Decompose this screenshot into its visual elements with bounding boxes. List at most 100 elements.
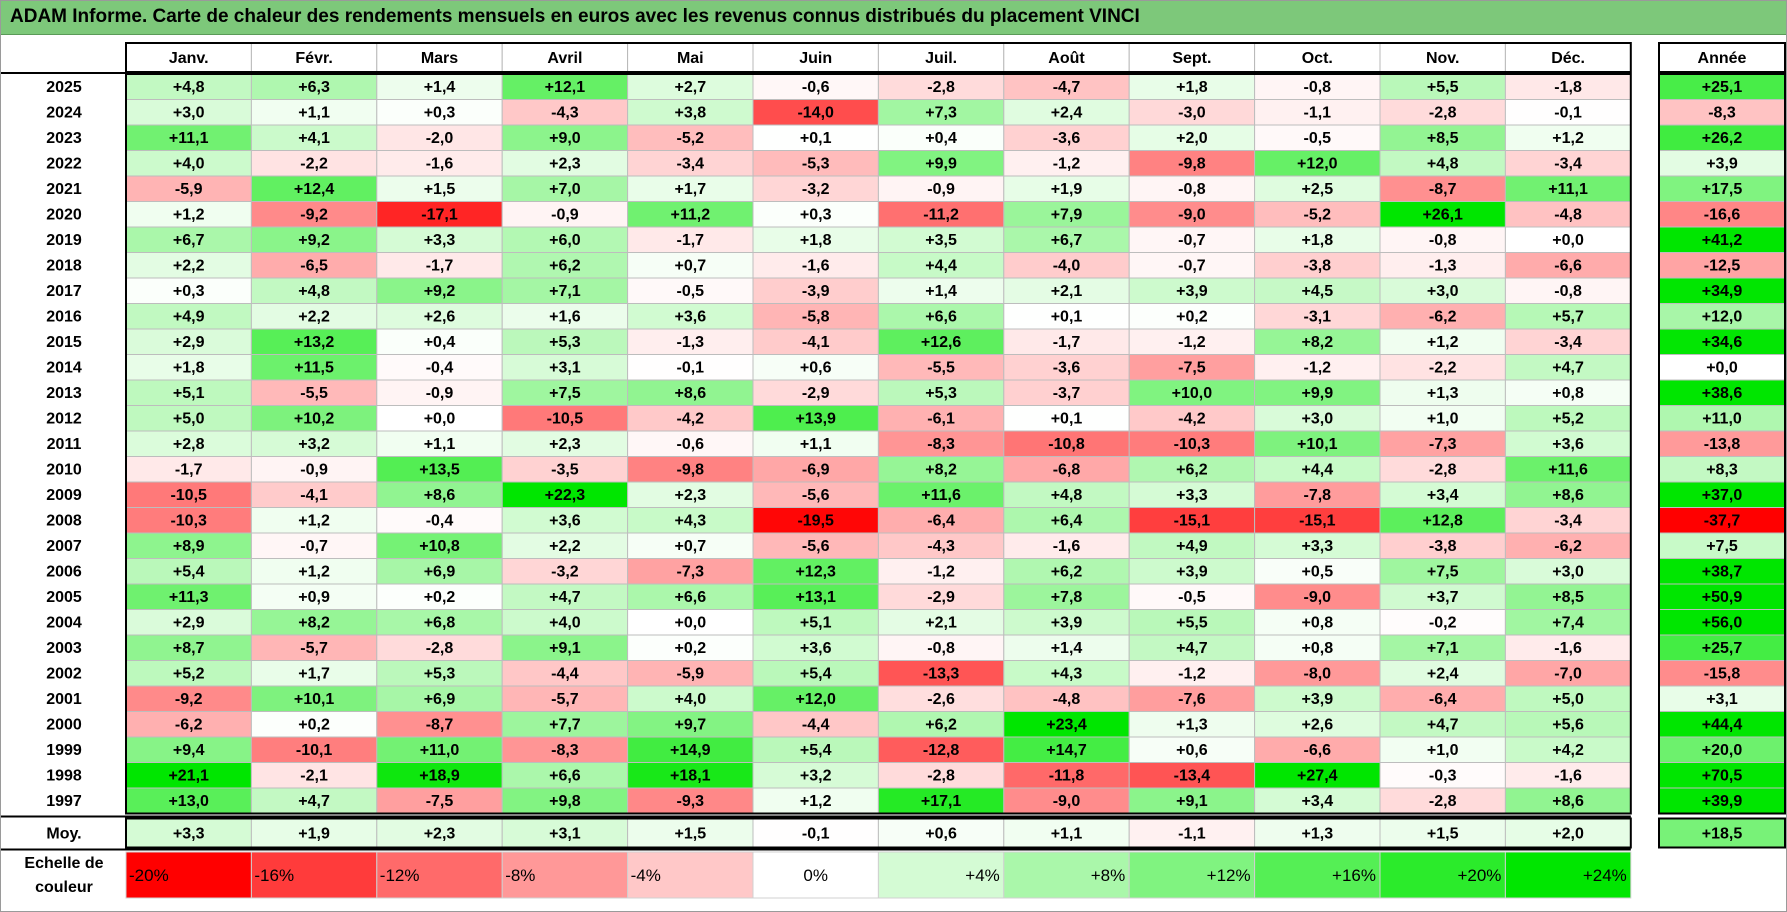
cell-value: -5,5 [300, 385, 328, 402]
cell-value: +1,9 [1051, 181, 1083, 198]
cell-value: +0,9 [298, 589, 330, 606]
annual-value: +70,5 [1702, 768, 1743, 785]
heatmap-cell [250, 711, 378, 738]
cell-value: +1,8 [173, 360, 205, 377]
cell-value: +5,5 [1176, 615, 1208, 632]
heatmap-cell [1128, 277, 1256, 304]
cell-value: +2,9 [173, 334, 205, 351]
heatmap-cell [627, 634, 754, 661]
heatmap-cell [877, 787, 1005, 814]
heatmap-cell [627, 762, 754, 789]
cell-value: +8,5 [1552, 589, 1584, 606]
cell-value: -5,9 [175, 181, 203, 198]
cell-value: +2,1 [1051, 283, 1083, 300]
cell-value: -1,3 [1429, 258, 1457, 275]
cell-value: -3,2 [802, 181, 830, 198]
heatmap-cell [877, 303, 1005, 330]
cell-value: -0,3 [1429, 768, 1457, 785]
heatmap-cell [1003, 405, 1130, 432]
heatmap-cell [125, 175, 252, 202]
heatmap-cell [1379, 99, 1506, 126]
heatmap-cell [376, 660, 503, 687]
cell-value: +6,2 [1051, 564, 1083, 581]
heatmap-cell [1254, 430, 1381, 457]
heatmap-cell [1504, 150, 1632, 177]
cell-value: +23,4 [1046, 717, 1087, 734]
heatmap-cell [627, 660, 754, 687]
heatmap-cell [501, 328, 629, 355]
column-header-label: Déc. [1551, 50, 1585, 67]
column-header-label: Août [1048, 50, 1085, 67]
cell-value: +7,4 [1552, 615, 1584, 632]
cell-value: -10,3 [1174, 436, 1211, 453]
cell-value: -0,7 [1178, 232, 1206, 249]
cell-value: +0,7 [675, 538, 707, 555]
cell-value: +2,4 [1051, 105, 1083, 122]
cell-value: -1,6 [1554, 768, 1582, 785]
heatmap-cell [1504, 481, 1632, 508]
cell-value: +3,6 [675, 309, 707, 326]
cell-value: +7,9 [1051, 207, 1083, 224]
cell-value: +3,3 [1176, 487, 1208, 504]
heatmap-cell [1128, 328, 1256, 355]
heatmap-cell [1003, 736, 1130, 763]
cell-value: -6,2 [1429, 309, 1457, 326]
cell-value: +8,2 [298, 615, 330, 632]
annual-value: +3,1 [1706, 691, 1738, 708]
cell-value: +3,9 [1176, 283, 1208, 300]
annual-border [1658, 73, 1786, 815]
scale-swatch [1379, 851, 1506, 899]
heatmap-cell [1128, 762, 1256, 789]
heatmap-cell [1003, 201, 1130, 228]
cell-value: -0,1 [1554, 105, 1582, 122]
heatmap-cell [627, 609, 754, 636]
heatmap-cell [501, 379, 629, 406]
cell-value: +4,9 [173, 309, 205, 326]
cell-value: -4,4 [551, 666, 579, 683]
cell-value: -3,2 [551, 564, 579, 581]
heatmap-cell [1504, 634, 1632, 661]
heatmap-cell [1128, 430, 1256, 457]
annual-value: +34,9 [1702, 283, 1743, 300]
heatmap-cell [1254, 481, 1381, 508]
heatmap-cell [1003, 456, 1130, 483]
cell-value: -0,5 [1178, 589, 1206, 606]
cell-value: +7,0 [549, 181, 581, 198]
heatmap-cell [1379, 430, 1506, 457]
year-label: 2005 [46, 589, 82, 606]
heatmap-cell [1003, 481, 1130, 508]
column-header-label: Juil. [925, 50, 957, 67]
heatmap-cell [752, 787, 879, 814]
cell-value: +6,6 [925, 309, 957, 326]
year-label: 2017 [46, 283, 82, 300]
heatmap-cell [752, 226, 879, 253]
year-label: 2019 [46, 232, 82, 249]
cell-value: -8,3 [927, 436, 955, 453]
heatmap-cell [501, 736, 629, 763]
heatmap-cell [1003, 150, 1130, 177]
heatmap-cell [752, 736, 879, 763]
year-label: 2013 [46, 385, 82, 402]
heatmap-cell [627, 787, 754, 814]
cell-value: +12,3 [795, 564, 836, 581]
cell-value: -17,1 [421, 207, 458, 224]
annual-cell [1658, 124, 1786, 151]
cell-value: +1,4 [424, 79, 456, 96]
heatmap-cell [1504, 73, 1632, 100]
cell-value: +11,6 [921, 487, 961, 504]
scale-label-line2: couleur [35, 879, 93, 896]
cell-value: -12,8 [923, 742, 960, 759]
heatmap-cell [1003, 99, 1130, 126]
cell-value: -14,0 [797, 105, 834, 122]
cell-value: -2,8 [426, 640, 454, 657]
annual-value: +25,1 [1702, 79, 1743, 96]
heatmap-cell [1254, 762, 1381, 789]
cell-value: +10,1 [1297, 436, 1338, 453]
cell-value: -1,7 [426, 258, 454, 275]
cell-value: -7,5 [426, 793, 454, 810]
scale-label: -16% [254, 866, 294, 885]
cell-value: +4,7 [298, 793, 330, 810]
cell-value: -1,7 [1053, 334, 1081, 351]
cell-value: +13,5 [419, 462, 460, 479]
heatmap-cell [125, 558, 252, 585]
